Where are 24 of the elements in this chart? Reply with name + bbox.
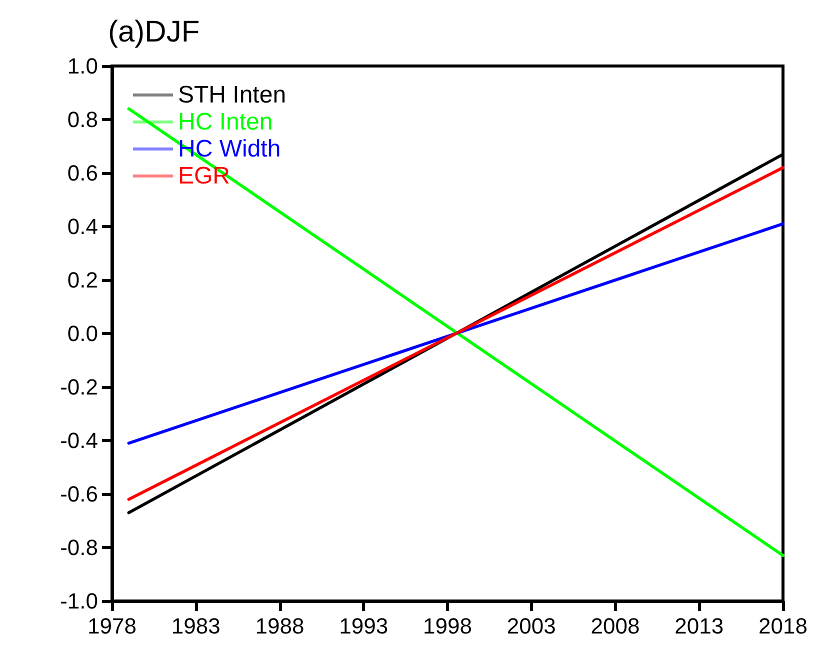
- x-tick-label: 2003: [506, 614, 556, 638]
- y-tick-label: 1.0: [67, 54, 98, 78]
- x-tick-label: 1983: [171, 614, 220, 638]
- y-tick-label: -0.4: [60, 428, 98, 453]
- x-tick-label: 1998: [423, 614, 472, 638]
- y-tick-label: 0.8: [67, 107, 98, 132]
- legend-label: STH Inten: [178, 82, 286, 108]
- x-tick-label: 1988: [255, 614, 304, 638]
- y-tick-label: -0.8: [60, 535, 98, 560]
- x-tick-label: 2008: [590, 614, 640, 638]
- x-tick-label: 1978: [88, 614, 136, 638]
- x-tick-label: 2018: [758, 614, 808, 638]
- x-tick-label: 2013: [674, 614, 724, 638]
- legend-label: EGR: [178, 162, 230, 190]
- y-tick-label: -0.6: [60, 482, 98, 506]
- y-tick-label: 0.4: [67, 214, 98, 239]
- y-tick-label: -0.2: [60, 374, 98, 400]
- y-tick-label: -1.0: [60, 588, 98, 614]
- y-tick-label: 0.6: [67, 160, 98, 186]
- x-tick-label: 1993: [339, 614, 388, 638]
- y-tick-label: 0.0: [67, 321, 98, 346]
- legend-label: HC Inten: [178, 108, 273, 136]
- chart-title: (a)DJF: [108, 16, 200, 48]
- y-tick-label: 0.2: [67, 268, 98, 292]
